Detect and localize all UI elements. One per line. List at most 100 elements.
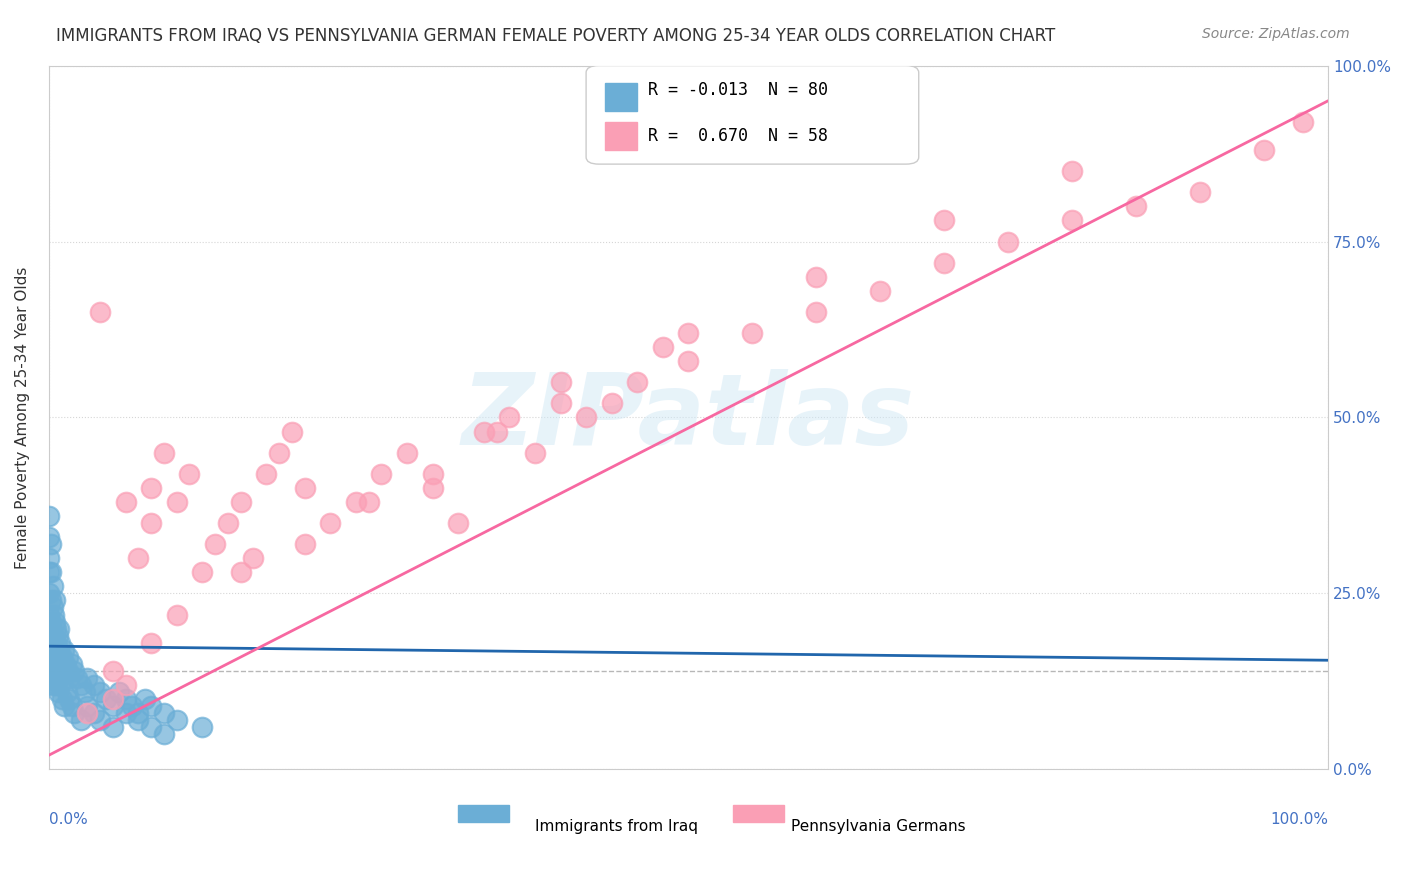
Point xyxy=(281,425,304,439)
FancyBboxPatch shape xyxy=(586,66,918,164)
Point xyxy=(139,720,162,734)
Point xyxy=(83,706,105,720)
Point xyxy=(153,445,176,459)
Point xyxy=(60,657,83,671)
Text: Source: ZipAtlas.com: Source: ZipAtlas.com xyxy=(1202,27,1350,41)
Point xyxy=(242,551,264,566)
Text: Pennsylvania Germans: Pennsylvania Germans xyxy=(790,819,966,834)
Point xyxy=(41,678,63,692)
Point xyxy=(127,551,149,566)
Point xyxy=(153,706,176,720)
Text: R = -0.013  N = 80: R = -0.013 N = 80 xyxy=(648,81,828,99)
Point xyxy=(191,566,214,580)
Point xyxy=(53,642,76,657)
Bar xyxy=(606,122,637,150)
Point xyxy=(63,664,86,678)
Point xyxy=(370,467,392,481)
Point xyxy=(550,376,572,390)
Point xyxy=(39,657,62,671)
Point xyxy=(48,671,70,685)
Point xyxy=(41,600,63,615)
Point xyxy=(1062,164,1084,178)
Point xyxy=(134,692,156,706)
Point xyxy=(39,593,62,607)
Point xyxy=(153,727,176,741)
Point xyxy=(41,579,63,593)
Point xyxy=(651,340,673,354)
Point xyxy=(58,671,80,685)
Point xyxy=(66,671,89,685)
Point xyxy=(45,635,67,649)
Point xyxy=(422,481,444,495)
Point xyxy=(38,530,60,544)
Point xyxy=(101,692,124,706)
Point xyxy=(60,698,83,713)
Point xyxy=(485,425,508,439)
Point xyxy=(76,706,98,720)
Point xyxy=(76,698,98,713)
Point xyxy=(204,537,226,551)
Point xyxy=(127,713,149,727)
Point xyxy=(38,586,60,600)
Point xyxy=(48,622,70,636)
Point xyxy=(179,467,201,481)
Point xyxy=(1253,143,1275,157)
Point xyxy=(69,678,91,692)
Point xyxy=(229,566,252,580)
Point xyxy=(89,713,111,727)
Point xyxy=(51,649,73,664)
Point xyxy=(83,678,105,692)
Point xyxy=(422,467,444,481)
Point xyxy=(139,635,162,649)
Point xyxy=(38,566,60,580)
Point xyxy=(73,685,96,699)
Point xyxy=(56,649,79,664)
Point xyxy=(44,593,66,607)
Point xyxy=(108,685,131,699)
Point xyxy=(166,607,188,622)
Text: IMMIGRANTS FROM IRAQ VS PENNSYLVANIA GERMAN FEMALE POVERTY AMONG 25-34 YEAR OLDS: IMMIGRANTS FROM IRAQ VS PENNSYLVANIA GER… xyxy=(56,27,1056,45)
Point xyxy=(39,649,62,664)
Point xyxy=(806,305,828,319)
Point xyxy=(121,698,143,713)
Point xyxy=(267,445,290,459)
Point xyxy=(39,615,62,629)
Point xyxy=(934,213,956,227)
Point xyxy=(139,481,162,495)
Point xyxy=(229,495,252,509)
Point xyxy=(101,720,124,734)
Point xyxy=(1062,213,1084,227)
Point xyxy=(44,664,66,678)
Point xyxy=(166,713,188,727)
Point xyxy=(114,495,136,509)
Point xyxy=(166,495,188,509)
Point xyxy=(997,235,1019,249)
Point xyxy=(46,685,69,699)
Text: ZIPatlas: ZIPatlas xyxy=(463,369,915,466)
Point xyxy=(357,495,380,509)
Point xyxy=(51,692,73,706)
Point xyxy=(42,671,65,685)
Point xyxy=(575,410,598,425)
Point xyxy=(51,664,73,678)
Point xyxy=(96,692,118,706)
Point xyxy=(39,664,62,678)
Point xyxy=(49,678,72,692)
Point xyxy=(38,649,60,664)
Point xyxy=(472,425,495,439)
Point xyxy=(447,516,470,530)
Point xyxy=(39,671,62,685)
Point xyxy=(89,685,111,699)
Point xyxy=(48,642,70,657)
Point xyxy=(344,495,367,509)
Point xyxy=(89,305,111,319)
Point xyxy=(498,410,520,425)
Bar xyxy=(606,83,637,112)
Point xyxy=(46,629,69,643)
Text: R = -0.013  N = 80: R = -0.013 N = 80 xyxy=(657,94,837,112)
Point xyxy=(114,706,136,720)
Point xyxy=(600,396,623,410)
Point xyxy=(55,657,77,671)
Point xyxy=(869,284,891,298)
Point xyxy=(294,481,316,495)
